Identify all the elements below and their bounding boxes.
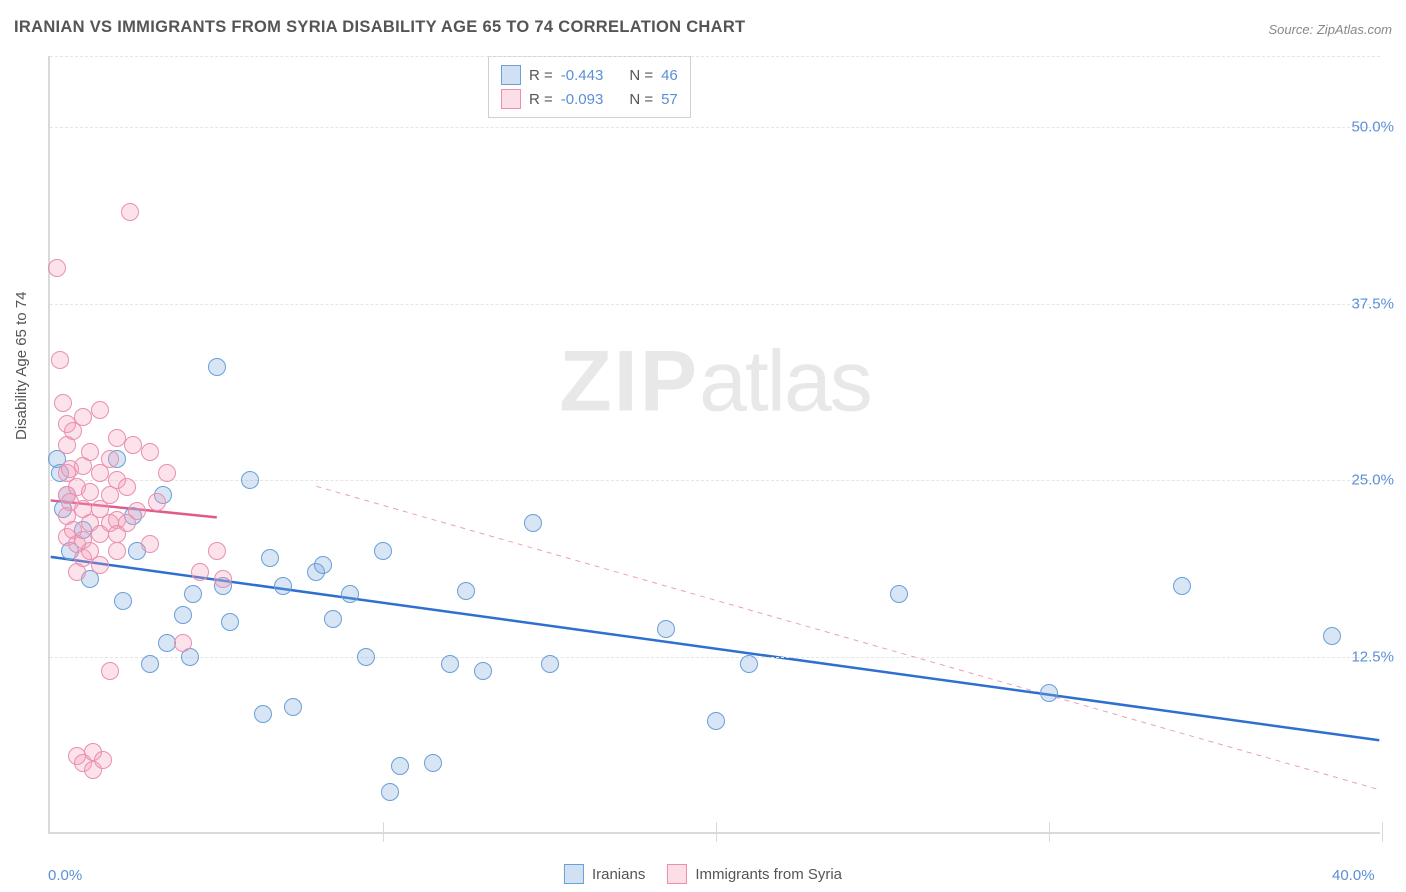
data-point	[51, 351, 69, 369]
data-point	[141, 655, 159, 673]
correlation-legend: R = -0.443 N = 46 R = -0.093 N = 57	[488, 56, 691, 118]
data-point	[541, 655, 559, 673]
data-point	[1323, 627, 1341, 645]
data-point	[148, 493, 166, 511]
data-point	[158, 464, 176, 482]
data-point	[141, 535, 159, 553]
x-tick-label: 40.0%	[1332, 867, 1375, 884]
data-point	[184, 585, 202, 603]
data-point	[314, 556, 332, 574]
data-point	[174, 634, 192, 652]
data-point	[424, 754, 442, 772]
data-point	[208, 542, 226, 560]
n-value-syria: 57	[661, 91, 678, 108]
legend-label-iranians: Iranians	[592, 866, 645, 883]
x-tick	[1049, 822, 1050, 842]
data-point	[74, 408, 92, 426]
r-label: R =	[529, 67, 553, 84]
data-point	[391, 757, 409, 775]
swatch-syria	[501, 89, 521, 109]
trendline	[316, 486, 1379, 789]
chart-container: IRANIAN VS IMMIGRANTS FROM SYRIA DISABIL…	[0, 0, 1406, 892]
data-point	[158, 634, 176, 652]
data-point	[707, 712, 725, 730]
data-point	[524, 514, 542, 532]
data-point	[121, 203, 139, 221]
data-point	[48, 259, 66, 277]
data-point	[101, 450, 119, 468]
data-point	[441, 655, 459, 673]
data-point	[474, 662, 492, 680]
data-point	[890, 585, 908, 603]
data-point	[81, 443, 99, 461]
gridline	[50, 127, 1380, 128]
data-point	[81, 483, 99, 501]
data-point	[118, 478, 136, 496]
y-tick-label: 12.5%	[1351, 649, 1394, 666]
x-tick	[383, 822, 384, 842]
chart-title: IRANIAN VS IMMIGRANTS FROM SYRIA DISABIL…	[14, 18, 745, 37]
data-point	[208, 358, 226, 376]
gridline	[50, 657, 1380, 658]
y-tick-label: 50.0%	[1351, 118, 1394, 135]
data-point	[284, 698, 302, 716]
watermark: ZIPatlas	[559, 332, 870, 431]
data-point	[374, 542, 392, 560]
plot-area: ZIPatlas R = -0.443 N = 46 R = -0.093 N …	[48, 56, 1380, 834]
data-point	[254, 705, 272, 723]
legend-item-iranians: Iranians	[564, 864, 645, 884]
data-point	[740, 655, 758, 673]
gridline	[50, 56, 1380, 57]
data-point	[261, 549, 279, 567]
legend-row-iranians: R = -0.443 N = 46	[501, 63, 678, 87]
data-point	[1040, 684, 1058, 702]
source-attribution: Source: ZipAtlas.com	[1268, 22, 1392, 37]
data-point	[94, 751, 112, 769]
r-value-iranians: -0.443	[561, 67, 604, 84]
data-point	[241, 471, 259, 489]
data-point	[341, 585, 359, 603]
x-tick	[1382, 822, 1383, 842]
n-label: N =	[629, 91, 653, 108]
data-point	[457, 582, 475, 600]
data-point	[324, 610, 342, 628]
swatch-iranians	[501, 65, 521, 85]
data-point	[191, 563, 209, 581]
legend-label-syria: Immigrants from Syria	[695, 866, 842, 883]
y-axis-label: Disability Age 65 to 74	[13, 292, 30, 440]
data-point	[91, 401, 109, 419]
data-point	[124, 436, 142, 454]
y-tick-label: 25.0%	[1351, 472, 1394, 489]
r-value-syria: -0.093	[561, 91, 604, 108]
data-point	[128, 502, 146, 520]
data-point	[114, 592, 132, 610]
n-value-iranians: 46	[661, 67, 678, 84]
x-tick	[716, 822, 717, 842]
x-tick-label: 0.0%	[48, 867, 82, 884]
series-legend: Iranians Immigrants from Syria	[564, 864, 842, 884]
data-point	[274, 577, 292, 595]
gridline	[50, 304, 1380, 305]
data-point	[91, 556, 109, 574]
y-tick-label: 37.5%	[1351, 295, 1394, 312]
data-point	[174, 606, 192, 624]
data-point	[108, 542, 126, 560]
legend-item-syria: Immigrants from Syria	[667, 864, 842, 884]
n-label: N =	[629, 67, 653, 84]
r-label: R =	[529, 91, 553, 108]
data-point	[221, 613, 239, 631]
data-point	[357, 648, 375, 666]
data-point	[141, 443, 159, 461]
data-point	[657, 620, 675, 638]
data-point	[214, 570, 232, 588]
swatch-syria	[667, 864, 687, 884]
data-point	[1173, 577, 1191, 595]
data-point	[101, 662, 119, 680]
swatch-iranians	[564, 864, 584, 884]
data-point	[381, 783, 399, 801]
legend-row-syria: R = -0.093 N = 57	[501, 87, 678, 111]
data-point	[54, 394, 72, 412]
data-point	[108, 429, 126, 447]
